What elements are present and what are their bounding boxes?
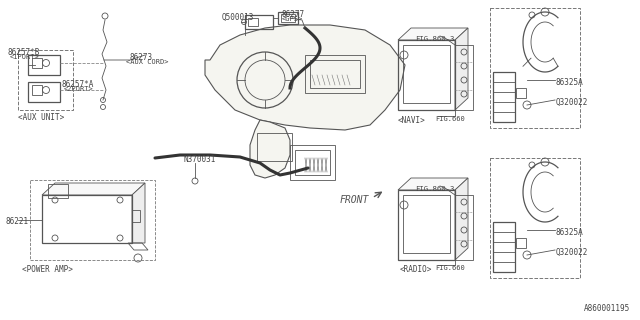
Text: 86325A: 86325A (556, 228, 584, 237)
Text: FRONT: FRONT (340, 195, 369, 205)
Bar (516, 88, 526, 98)
Bar (18, 50, 73, 110)
Text: 86325A: 86325A (556, 78, 584, 87)
Text: FIG.660: FIG.660 (435, 265, 465, 271)
Bar (398, 190, 455, 260)
Bar (398, 40, 455, 110)
Bar (248, 18, 258, 26)
Polygon shape (455, 28, 468, 110)
Bar (132, 210, 140, 222)
Text: FIG.660: FIG.660 (435, 116, 465, 122)
Bar (295, 150, 330, 175)
Text: <AUX UNIT>: <AUX UNIT> (18, 113, 64, 122)
Text: 86257*B: 86257*B (8, 48, 40, 57)
Text: <POWER AMP>: <POWER AMP> (22, 265, 73, 274)
Bar (403, 45, 450, 103)
Bar (278, 12, 298, 24)
Bar (305, 55, 365, 93)
Bar (310, 60, 360, 88)
Text: 86277: 86277 (282, 10, 305, 19)
Bar (455, 45, 473, 110)
Bar (42, 195, 132, 243)
Bar (245, 15, 273, 29)
Bar (48, 184, 68, 198)
Polygon shape (42, 183, 145, 195)
Text: <2PORT>: <2PORT> (64, 86, 93, 92)
Bar (257, 133, 292, 161)
Polygon shape (398, 28, 468, 40)
Text: 86257*A: 86257*A (62, 80, 94, 89)
Bar (490, 158, 580, 278)
Polygon shape (132, 183, 145, 243)
Bar (403, 195, 450, 253)
Bar (516, 238, 526, 248)
Text: 86273: 86273 (130, 53, 153, 62)
Text: <GPS>: <GPS> (282, 16, 303, 22)
Bar (32, 58, 42, 68)
Polygon shape (398, 178, 468, 190)
Polygon shape (250, 120, 290, 178)
Text: Q320022: Q320022 (556, 98, 588, 107)
Text: N370031: N370031 (183, 155, 216, 164)
Polygon shape (455, 178, 468, 260)
Bar (493, 222, 515, 272)
Bar (32, 85, 42, 95)
Text: FIG.860-3: FIG.860-3 (415, 186, 454, 192)
Text: <NAVI>: <NAVI> (398, 116, 426, 125)
Polygon shape (205, 25, 405, 130)
Text: <1PORT>: <1PORT> (10, 54, 40, 60)
Bar (281, 14, 295, 22)
Bar (490, 8, 580, 128)
Bar (28, 55, 60, 75)
Text: Q500013: Q500013 (222, 13, 254, 22)
Text: FIG.860-3: FIG.860-3 (415, 36, 454, 42)
Text: <AUX CORD>: <AUX CORD> (126, 59, 168, 65)
Text: 86221: 86221 (6, 217, 29, 226)
Bar (493, 72, 515, 122)
Bar (28, 82, 60, 102)
Text: A860001195: A860001195 (584, 304, 630, 313)
Bar (290, 145, 335, 180)
Bar (455, 195, 473, 260)
Text: <RADIO>: <RADIO> (400, 265, 433, 274)
Text: Q320022: Q320022 (556, 248, 588, 257)
Bar (30, 180, 155, 260)
